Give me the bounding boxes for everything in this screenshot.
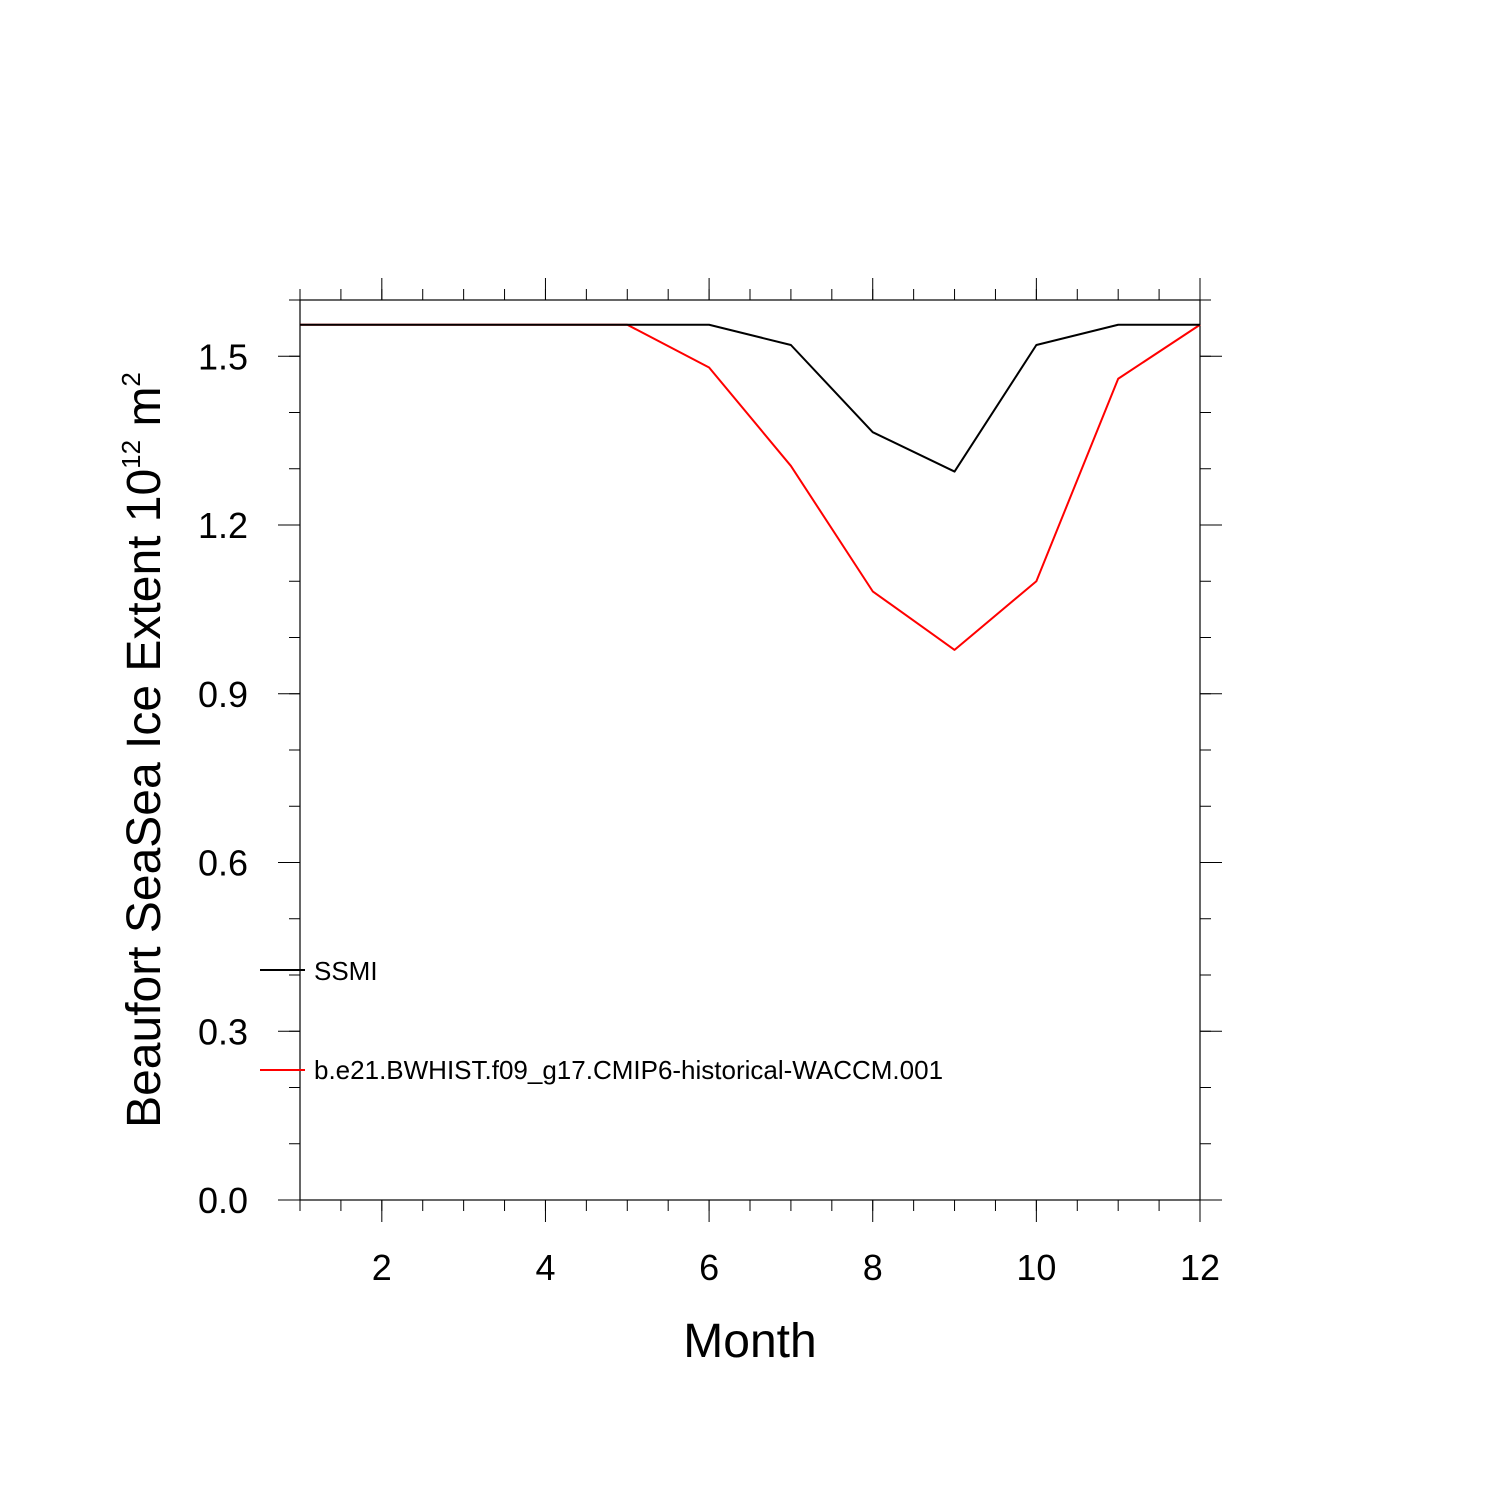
y-axis-title-text: Beaufort SeaSea Ice Extent 10: [118, 469, 171, 1128]
series-line-waccm: [300, 323, 1201, 651]
y-tick-label: 0.9: [198, 674, 248, 715]
y-axis-title-exponent: 12: [116, 440, 146, 469]
y-tick-labels: 0.0 0.3 0.6 0.9 1.2 1.5: [198, 336, 248, 1221]
x-axis-title: Month: [683, 1315, 816, 1368]
legend: SSMI b.e21.BWHIST.f09_g17.CMIP6-historic…: [260, 956, 943, 1085]
legend-label-ssmi: SSMI: [314, 956, 378, 986]
x-tick-label: 2: [372, 1247, 392, 1288]
y-axis-title: Beaufort SeaSea Ice Extent 1012 m2: [116, 372, 171, 1128]
x-tick-label: 6: [699, 1247, 719, 1288]
x-tick-label: 12: [1180, 1247, 1220, 1288]
y-tick-label: 1.2: [198, 505, 248, 546]
series-lines: [300, 323, 1201, 651]
y-tick-label: 0.0: [198, 1180, 248, 1221]
x-tick-labels: 2 4 6 8 10 12: [372, 1247, 1220, 1288]
x-tick-label: 8: [863, 1247, 883, 1288]
legend-label-waccm: b.e21.BWHIST.f09_g17.CMIP6-historical-WA…: [314, 1055, 943, 1085]
y-axis-title-unit: m: [118, 387, 171, 440]
y-tick-label: 1.5: [198, 336, 248, 377]
x-tick-label: 4: [535, 1247, 555, 1288]
x-tick-label: 10: [1016, 1247, 1056, 1288]
major-ticks: [278, 278, 1222, 1222]
series-line-ssmi: [300, 323, 1200, 473]
y-tick-label: 0.6: [198, 843, 248, 884]
y-axis-title-unit-exponent: 2: [116, 372, 146, 386]
y-tick-label: 0.3: [198, 1011, 248, 1052]
